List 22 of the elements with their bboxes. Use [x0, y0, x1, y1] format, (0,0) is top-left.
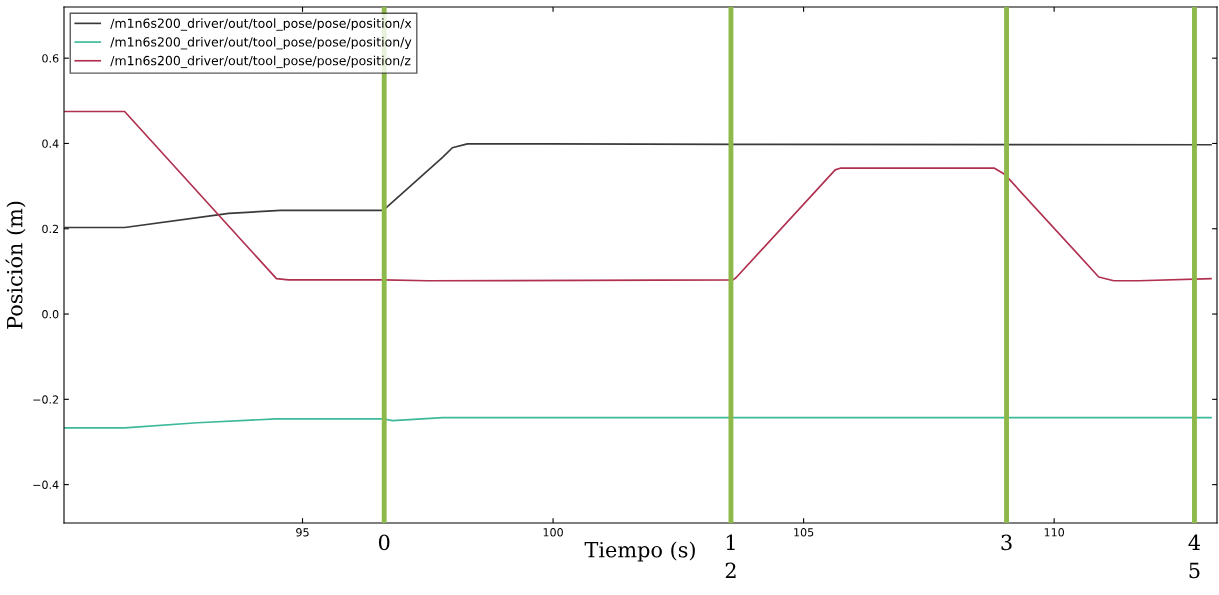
legend-label: /m1n6s200_driver/out/tool_pose/pose/position/z: [110, 55, 411, 69]
text: 1 2: [725, 534, 736, 579]
x-tick-label: 110: [1044, 528, 1065, 537]
y-tick-label: −0.4: [33, 480, 59, 489]
x-tick-label: 95: [296, 528, 309, 537]
y-tick-label: −0.2: [33, 395, 59, 404]
legend-label: /m1n6s200_driver/out/tool_pose/pose/position/x: [110, 18, 412, 31]
line-series: [64, 416, 1212, 429]
x-tick-label: 105: [794, 528, 814, 537]
y-tick-label: 0.6: [42, 54, 59, 63]
y-axis-title: Posición (m): [5, 201, 26, 329]
line-series: [64, 110, 1212, 282]
text: 0: [378, 534, 390, 551]
line-series: [64, 143, 1212, 229]
y-tick-label: 0.0: [42, 310, 59, 319]
y-tick-label: 0.4: [42, 139, 59, 148]
x-axis-title: Tiempo (s): [584, 541, 695, 562]
y-tick-label: 0.2: [42, 224, 59, 234]
x-tick-label: 100: [543, 528, 563, 537]
text: 4 5: [1188, 534, 1201, 579]
legend-label: /m1n6s200_driver/out/tool_pose/pose/position/y: [110, 36, 412, 50]
text: 3: [1001, 534, 1012, 551]
